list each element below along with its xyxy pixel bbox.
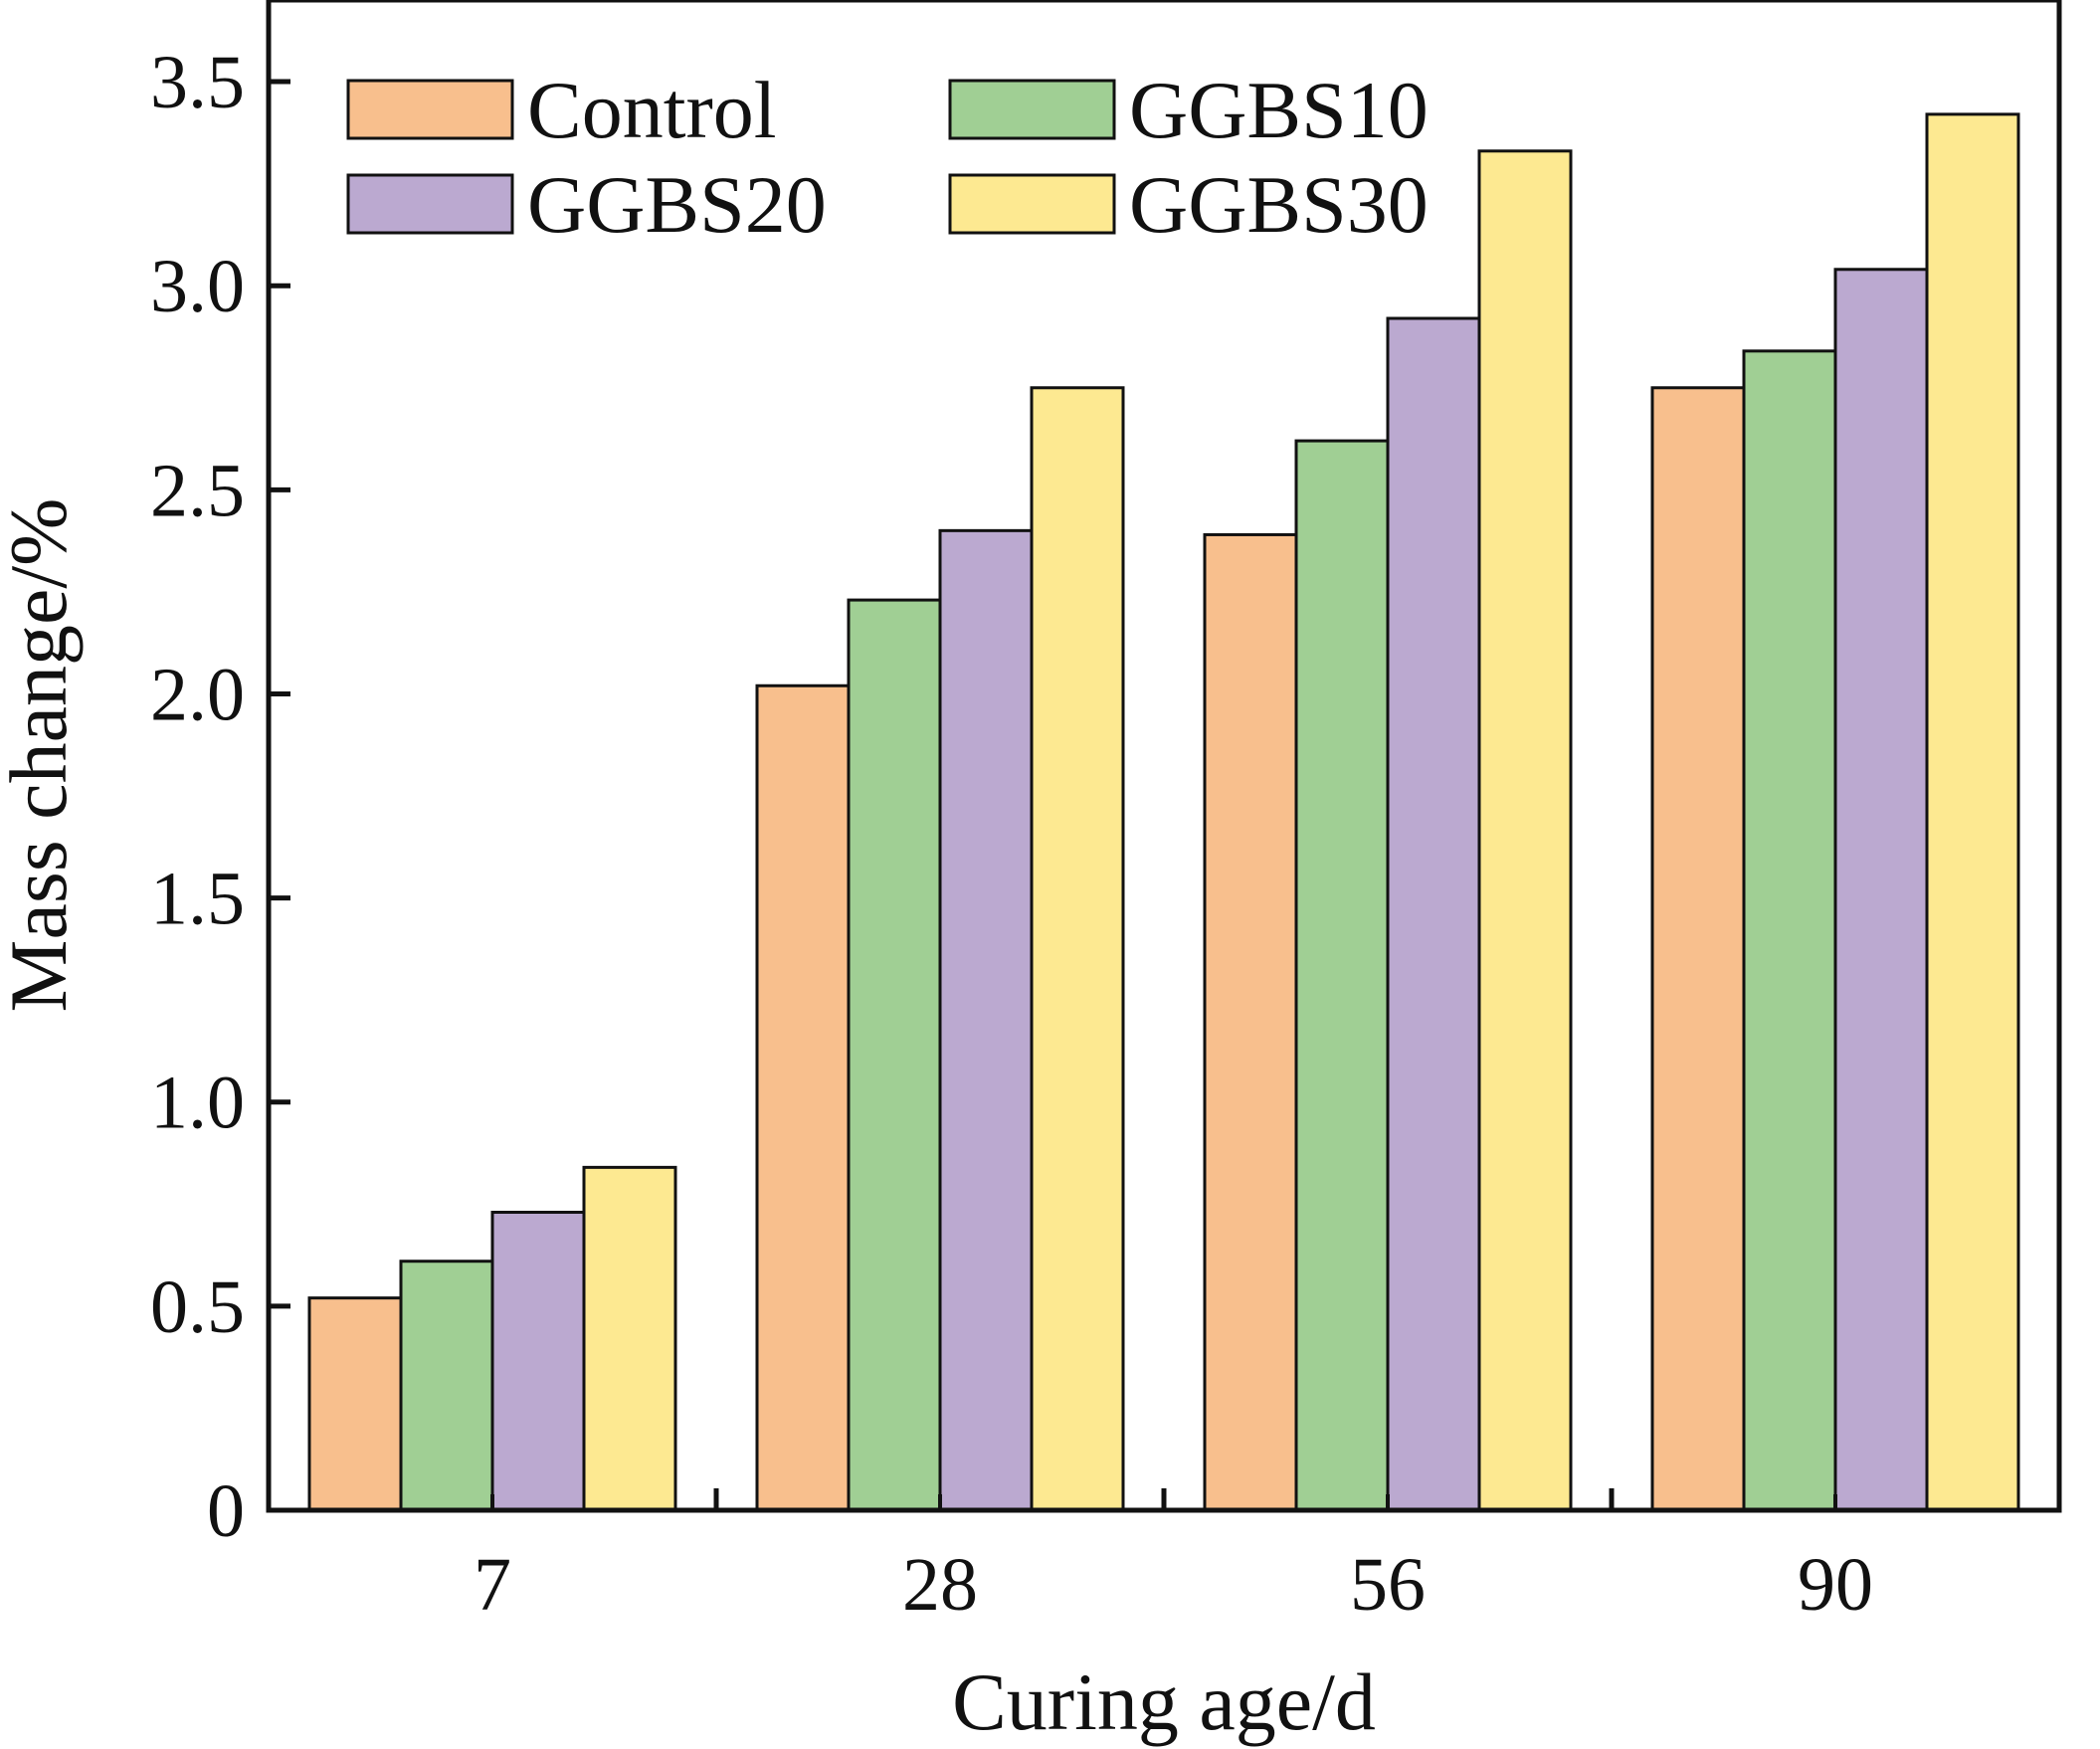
legend-swatch-ggbs20 bbox=[346, 173, 514, 235]
y-tick-label: 1.0 bbox=[150, 1062, 245, 1145]
x-axis: 7 28 56 90 bbox=[474, 1488, 1873, 1627]
y-tick-label: 2.0 bbox=[150, 653, 245, 736]
bar-ggbs10-90 bbox=[1742, 349, 1837, 1512]
bar-ggbs30-28 bbox=[1030, 386, 1125, 1512]
y-tick-label: 2.5 bbox=[150, 449, 245, 532]
bar-ggbs20-56 bbox=[1386, 316, 1481, 1512]
legend-label-ggbs20: GGBS20 bbox=[527, 159, 827, 250]
legend-label-control: Control bbox=[527, 65, 777, 155]
y-tick-label: 3.0 bbox=[150, 245, 245, 328]
legend: Control GGBS10 GGBS20 GGBS30 bbox=[346, 65, 1429, 250]
legend-swatch-control bbox=[346, 79, 514, 140]
bar-control-56 bbox=[1203, 532, 1298, 1512]
y-tick-label: 0.5 bbox=[150, 1265, 245, 1349]
bar-control-7 bbox=[307, 1296, 403, 1512]
bar-ggbs10-28 bbox=[847, 598, 942, 1512]
legend-swatch-ggbs10 bbox=[948, 79, 1116, 140]
y-tick-label: 0 bbox=[207, 1469, 245, 1553]
bar-ggbs10-7 bbox=[399, 1260, 494, 1512]
bar-ggbs20-28 bbox=[938, 528, 1034, 1512]
bar-ggbs30-7 bbox=[582, 1165, 677, 1512]
x-tick-label: 90 bbox=[1798, 1543, 1873, 1627]
bar-control-90 bbox=[1650, 386, 1746, 1512]
x-axis-title: Curing age/d bbox=[952, 1656, 1376, 1747]
y-axis-title: Mass change/% bbox=[0, 498, 84, 1013]
bars-layer bbox=[307, 112, 2020, 1512]
bar-ggbs30-56 bbox=[1477, 149, 1573, 1512]
legend-label-ggbs10: GGBS10 bbox=[1129, 65, 1429, 155]
y-tick-label: 1.5 bbox=[150, 858, 245, 941]
bar-control-28 bbox=[755, 683, 851, 1512]
x-tick-label: 28 bbox=[902, 1543, 978, 1627]
bar-ggbs20-7 bbox=[490, 1211, 586, 1512]
y-axis: 0 0.5 1.0 1.5 2.0 2.5 3.0 3.5 bbox=[150, 41, 290, 1553]
legend-label-ggbs30: GGBS30 bbox=[1129, 159, 1429, 250]
x-tick-label: 7 bbox=[474, 1543, 511, 1627]
legend-swatch-ggbs30 bbox=[948, 173, 1116, 235]
bar-ggbs30-90 bbox=[1925, 112, 2020, 1512]
bar-ggbs10-56 bbox=[1294, 439, 1390, 1512]
x-tick-label: 56 bbox=[1350, 1543, 1426, 1627]
bar-ggbs20-90 bbox=[1833, 268, 1929, 1512]
y-tick-label: 3.5 bbox=[150, 41, 245, 124]
